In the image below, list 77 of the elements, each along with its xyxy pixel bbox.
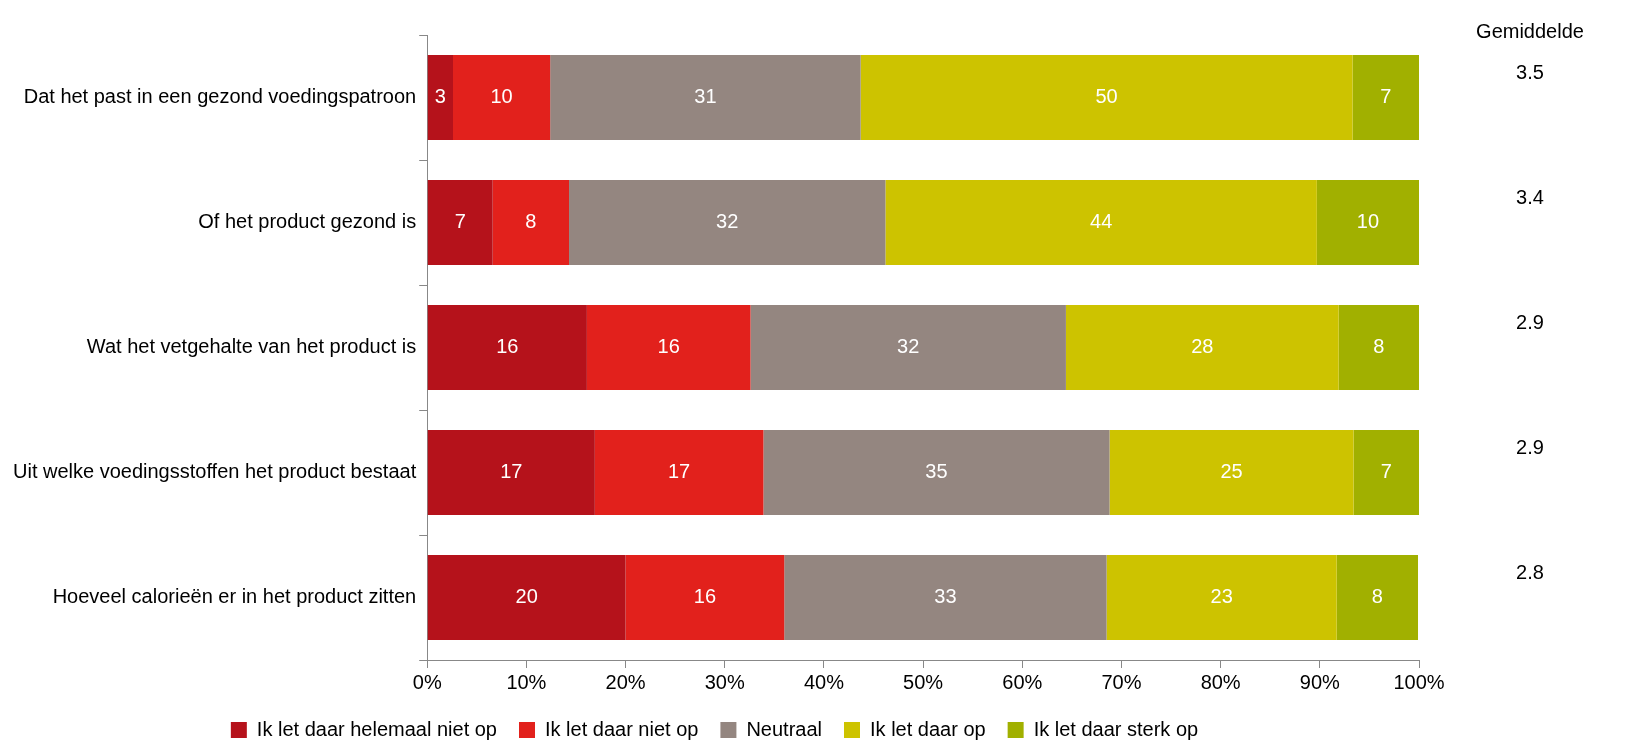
bar bbox=[1338, 305, 1419, 390]
data-label: 50 bbox=[1095, 85, 1118, 108]
x-tick-label: 50% bbox=[903, 670, 944, 693]
data-label: 8 bbox=[1373, 335, 1385, 358]
text: 3.5 bbox=[1516, 61, 1544, 84]
text: Gemiddelde bbox=[1476, 19, 1584, 42]
bar bbox=[860, 55, 1353, 140]
text: 3.4 bbox=[1516, 186, 1544, 209]
data-label: 44 bbox=[1090, 210, 1113, 233]
legend-label: Ik let daar helemaal niet op bbox=[256, 717, 497, 740]
text: 2.9 bbox=[1516, 311, 1544, 334]
x-tick-label: 40% bbox=[803, 670, 845, 693]
data-label: 32 bbox=[897, 335, 920, 358]
y-tick-label: Wat het vetgehalte van het product is bbox=[86, 335, 417, 358]
bar bbox=[427, 555, 626, 640]
bar bbox=[427, 305, 587, 390]
bar bbox=[763, 430, 1110, 515]
x-tick-label: 60% bbox=[1002, 670, 1043, 693]
data-label: 16 bbox=[693, 585, 717, 608]
data-label: 32 bbox=[716, 210, 739, 233]
x-tick-label: 70% bbox=[1101, 670, 1142, 693]
data-label: 7 bbox=[1380, 460, 1392, 483]
bar bbox=[492, 180, 570, 265]
data-label: 10 bbox=[1356, 210, 1380, 233]
data-label: 28 bbox=[1191, 335, 1214, 358]
data-label: 31 bbox=[694, 85, 717, 108]
x-tick-label: 10% bbox=[506, 670, 547, 693]
bar bbox=[1353, 430, 1419, 515]
bar bbox=[1109, 430, 1354, 515]
bar bbox=[1352, 55, 1419, 140]
data-label: 8 bbox=[525, 210, 537, 233]
bar bbox=[750, 305, 1066, 390]
bar bbox=[453, 55, 551, 140]
x-tick-label: 20% bbox=[605, 670, 646, 693]
x-tick-label: 90% bbox=[1299, 670, 1341, 693]
legend-label: Ik let daar niet op bbox=[544, 717, 699, 740]
data-label: 7 bbox=[1380, 85, 1392, 108]
x-tick-label: 30% bbox=[704, 670, 745, 693]
bar bbox=[594, 430, 764, 515]
y-tick-label: Of het product gezond is bbox=[198, 210, 417, 233]
bar bbox=[427, 430, 595, 515]
data-label: 7 bbox=[454, 210, 466, 233]
data-label: 8 bbox=[1371, 585, 1383, 608]
x-tick-label: 80% bbox=[1200, 670, 1241, 693]
data-label: 17 bbox=[500, 460, 523, 483]
data-label: 16 bbox=[657, 335, 680, 358]
data-label: 25 bbox=[1220, 460, 1243, 483]
bar bbox=[569, 180, 886, 265]
bar bbox=[427, 55, 453, 140]
bar bbox=[1065, 305, 1339, 390]
data-label: 17 bbox=[668, 460, 691, 483]
y-tick-label: Hoeveel calorieën er in het product zitten bbox=[52, 585, 417, 608]
bar bbox=[625, 555, 785, 640]
bar bbox=[885, 180, 1317, 265]
text: 2.9 bbox=[1516, 436, 1544, 459]
x-tick-label: 0% bbox=[412, 670, 442, 693]
data-label: 16 bbox=[496, 335, 519, 358]
y-tick-label: Uit welke voedingsstoffen het product bestaat bbox=[12, 460, 417, 483]
bar bbox=[1316, 180, 1419, 265]
bar bbox=[550, 55, 861, 140]
legend-label: Ik let daar sterk op bbox=[1033, 717, 1199, 740]
text: 2.8 bbox=[1516, 561, 1544, 584]
bar bbox=[784, 555, 1107, 640]
y-tick-label: Dat het past in een gezond voedingspatroon bbox=[23, 85, 417, 108]
bar bbox=[586, 305, 751, 390]
x-tick-label: 100% bbox=[1393, 670, 1445, 693]
data-label: 3 bbox=[434, 85, 446, 108]
data-label: 10 bbox=[490, 85, 513, 108]
data-label: 35 bbox=[925, 460, 948, 483]
data-label: 20 bbox=[515, 585, 538, 608]
data-label: 23 bbox=[1210, 585, 1233, 608]
bar bbox=[1106, 555, 1337, 640]
legend-label: Neutraal bbox=[746, 717, 823, 740]
legend-label: Ik let daar op bbox=[870, 717, 986, 740]
data-label: 33 bbox=[934, 585, 957, 608]
bar bbox=[427, 180, 493, 265]
bar bbox=[1336, 555, 1419, 640]
